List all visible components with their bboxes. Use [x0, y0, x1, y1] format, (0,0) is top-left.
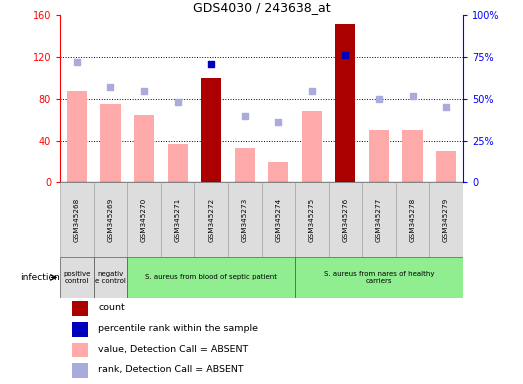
Point: [375, 96, 383, 102]
Bar: [295, 257, 463, 298]
Point: [140, 88, 148, 94]
Bar: [403, 130, 423, 182]
Text: GSM345277: GSM345277: [376, 198, 382, 242]
Text: percentile rank within the sample: percentile rank within the sample: [98, 324, 258, 333]
Text: GSM345274: GSM345274: [275, 198, 281, 242]
Point: [308, 88, 316, 94]
Bar: [167, 144, 188, 182]
Bar: [127, 182, 161, 257]
Bar: [369, 130, 389, 182]
Point: [341, 52, 349, 58]
Title: GDS4030 / 243638_at: GDS4030 / 243638_at: [192, 1, 331, 14]
Point: [442, 104, 450, 110]
Bar: [396, 182, 429, 257]
Bar: [235, 148, 255, 182]
Point: [408, 93, 417, 99]
Text: rank, Detection Call = ABSENT: rank, Detection Call = ABSENT: [98, 365, 244, 374]
Bar: [302, 111, 322, 182]
Bar: [60, 257, 94, 298]
Text: count: count: [98, 303, 125, 313]
Text: value, Detection Call = ABSENT: value, Detection Call = ABSENT: [98, 345, 248, 354]
Bar: [201, 78, 221, 182]
Text: positive
control: positive control: [63, 271, 90, 284]
Text: negativ
e control: negativ e control: [95, 271, 126, 284]
Text: GSM345269: GSM345269: [108, 198, 113, 242]
Text: GSM345275: GSM345275: [309, 198, 315, 242]
Text: GSM345279: GSM345279: [443, 198, 449, 242]
Point: [106, 84, 115, 90]
Bar: [429, 182, 463, 257]
Text: infection: infection: [20, 273, 60, 282]
Text: GSM345270: GSM345270: [141, 198, 147, 242]
Bar: [335, 24, 356, 182]
Point: [241, 113, 249, 119]
Bar: [60, 182, 94, 257]
Bar: [362, 182, 396, 257]
Bar: [94, 182, 127, 257]
Point: [274, 119, 282, 125]
Text: GSM345271: GSM345271: [175, 198, 180, 242]
Bar: [72, 343, 87, 358]
Bar: [72, 363, 87, 378]
Bar: [161, 182, 195, 257]
Text: GSM345276: GSM345276: [343, 198, 348, 242]
Bar: [134, 114, 154, 182]
Text: GSM345272: GSM345272: [208, 198, 214, 242]
Bar: [295, 182, 328, 257]
Bar: [94, 257, 127, 298]
Point: [207, 61, 215, 67]
Text: GSM345278: GSM345278: [410, 198, 415, 242]
Bar: [100, 104, 121, 182]
Bar: [436, 151, 456, 182]
Bar: [72, 301, 87, 316]
Bar: [72, 322, 87, 337]
Bar: [268, 162, 288, 182]
Text: GSM345268: GSM345268: [74, 198, 80, 242]
Point: [174, 99, 182, 105]
Bar: [228, 182, 262, 257]
Bar: [328, 182, 362, 257]
Point: [73, 59, 81, 65]
Bar: [262, 182, 295, 257]
Bar: [195, 182, 228, 257]
Bar: [67, 91, 87, 182]
Bar: [127, 257, 295, 298]
Text: S. aureus from blood of septic patient: S. aureus from blood of septic patient: [145, 275, 277, 280]
Text: GSM345273: GSM345273: [242, 198, 248, 242]
Text: S. aureus from nares of healthy
carriers: S. aureus from nares of healthy carriers: [324, 271, 434, 284]
